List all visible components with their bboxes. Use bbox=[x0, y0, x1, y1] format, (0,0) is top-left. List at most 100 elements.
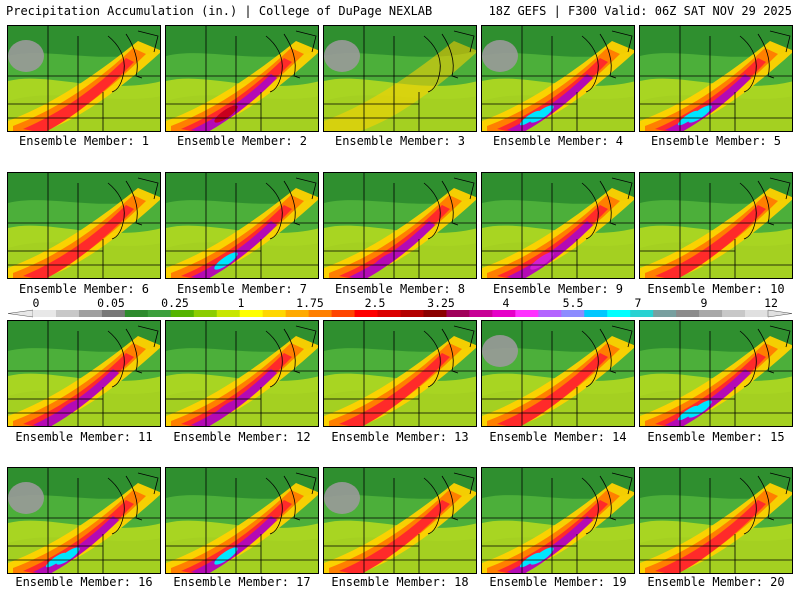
precip-map bbox=[324, 26, 476, 131]
legend-swatch bbox=[722, 310, 746, 317]
ensemble-panel bbox=[639, 320, 793, 427]
ensemble-panel bbox=[481, 320, 635, 427]
ensemble-panel bbox=[165, 320, 319, 427]
ensemble-panel bbox=[7, 467, 161, 574]
ensemble-panel bbox=[165, 172, 319, 279]
precip-map bbox=[482, 173, 634, 278]
legend-swatch bbox=[377, 310, 401, 317]
precip-map bbox=[8, 26, 160, 131]
legend-swatch bbox=[33, 310, 57, 317]
ensemble-member-label: Ensemble Member: 18 bbox=[331, 575, 469, 589]
ensemble-member-label: Ensemble Member: 11 bbox=[15, 430, 153, 444]
ensemble-member-label: Ensemble Member: 3 bbox=[334, 134, 466, 148]
legend-tick-label: 0.05 bbox=[97, 296, 125, 310]
legend-tick-label: 7 bbox=[635, 296, 642, 310]
map-title: Precipitation Accumulation (in.) | Colle… bbox=[6, 4, 433, 18]
precip-map bbox=[482, 468, 634, 573]
legend-swatch bbox=[676, 310, 700, 317]
precip-map bbox=[640, 173, 792, 278]
legend-tick-label: 2.5 bbox=[365, 296, 386, 310]
ensemble-panel bbox=[323, 467, 477, 574]
ensemble-panel bbox=[481, 172, 635, 279]
legend-tick-label: 5.5 bbox=[563, 296, 584, 310]
legend-swatch bbox=[653, 310, 677, 317]
legend-swatch bbox=[446, 310, 470, 317]
legend-swatch bbox=[354, 310, 379, 317]
ensemble-member-label: Ensemble Member: 8 bbox=[334, 282, 466, 296]
legend-swatch bbox=[124, 310, 149, 317]
ensemble-panel bbox=[639, 25, 793, 132]
legend-swatch bbox=[239, 310, 264, 317]
ensemble-member-label: Ensemble Member: 1 bbox=[18, 134, 150, 148]
legend-swatch bbox=[262, 310, 287, 317]
ensemble-member-label: Ensemble Member: 2 bbox=[176, 134, 308, 148]
legend-swatch bbox=[423, 310, 447, 317]
ensemble-member-label: Ensemble Member: 19 bbox=[489, 575, 627, 589]
legend-swatch bbox=[745, 310, 769, 317]
legend-tick-label: 9 bbox=[701, 296, 708, 310]
precip-map bbox=[166, 173, 318, 278]
legend-swatch bbox=[308, 310, 333, 317]
legend-swatch bbox=[170, 310, 195, 317]
legend-swatch bbox=[331, 310, 356, 317]
ensemble-panel bbox=[7, 172, 161, 279]
legend-tick-label: 0 bbox=[33, 296, 40, 310]
legend-tick-label: 12 bbox=[764, 296, 778, 310]
precip-map bbox=[324, 173, 476, 278]
legend-swatch bbox=[515, 310, 539, 317]
legend-swatch bbox=[584, 310, 608, 317]
ensemble-member-label: Ensemble Member: 15 bbox=[647, 430, 785, 444]
ensemble-member-label: Ensemble Member: 10 bbox=[647, 282, 785, 296]
legend-swatch bbox=[193, 310, 218, 317]
legend-swatch bbox=[538, 310, 562, 317]
ensemble-panel bbox=[481, 25, 635, 132]
ensemble-member-label: Ensemble Member: 5 bbox=[650, 134, 782, 148]
precip-map bbox=[482, 26, 634, 131]
precip-map bbox=[640, 468, 792, 573]
legend-swatch bbox=[147, 310, 172, 317]
legend-swatch bbox=[216, 310, 241, 317]
ensemble-panel bbox=[165, 467, 319, 574]
precip-map bbox=[324, 468, 476, 573]
legend-swatch bbox=[469, 310, 493, 317]
legend-tick-label: 0.25 bbox=[161, 296, 189, 310]
legend-swatch bbox=[630, 310, 654, 317]
ensemble-member-label: Ensemble Member: 14 bbox=[489, 430, 627, 444]
legend-swatch bbox=[55, 310, 80, 317]
ensemble-panel bbox=[7, 320, 161, 427]
legend-tick-label: 1 bbox=[238, 296, 245, 310]
precip-map bbox=[166, 26, 318, 131]
legend-tick-label: 4 bbox=[503, 296, 510, 310]
legend-tick-label: 3.25 bbox=[427, 296, 455, 310]
ensemble-member-label: Ensemble Member: 4 bbox=[492, 134, 624, 148]
precip-map bbox=[166, 321, 318, 426]
ensemble-panel bbox=[639, 467, 793, 574]
ensemble-member-label: Ensemble Member: 16 bbox=[15, 575, 153, 589]
legend-swatch bbox=[607, 310, 631, 317]
precip-map bbox=[166, 468, 318, 573]
legend-swatch bbox=[561, 310, 585, 317]
ensemble-member-label: Ensemble Member: 13 bbox=[331, 430, 469, 444]
precip-map bbox=[482, 321, 634, 426]
ensemble-member-label: Ensemble Member: 9 bbox=[492, 282, 624, 296]
precipitation-color-scale: 0 0.05 0.25 1 1.75 2.5 3.25 4 5.5 7 9 12 bbox=[8, 296, 792, 318]
ensemble-panel bbox=[323, 320, 477, 427]
precip-map bbox=[8, 173, 160, 278]
ensemble-member-label: Ensemble Member: 7 bbox=[176, 282, 308, 296]
legend-tick-label: 1.75 bbox=[296, 296, 324, 310]
legend-swatch bbox=[492, 310, 516, 317]
ensemble-member-label: Ensemble Member: 20 bbox=[647, 575, 785, 589]
ensemble-panel bbox=[639, 172, 793, 279]
legend-swatch bbox=[78, 310, 103, 317]
legend-swatch bbox=[101, 310, 126, 317]
legend-swatch bbox=[285, 310, 310, 317]
precip-map bbox=[324, 321, 476, 426]
ensemble-panel bbox=[323, 25, 477, 132]
ensemble-panel bbox=[165, 25, 319, 132]
ensemble-member-label: Ensemble Member: 17 bbox=[173, 575, 311, 589]
precip-map bbox=[640, 321, 792, 426]
legend-swatch bbox=[699, 310, 723, 317]
ensemble-member-label: Ensemble Member: 12 bbox=[173, 430, 311, 444]
precip-map bbox=[640, 26, 792, 131]
precip-map bbox=[8, 321, 160, 426]
